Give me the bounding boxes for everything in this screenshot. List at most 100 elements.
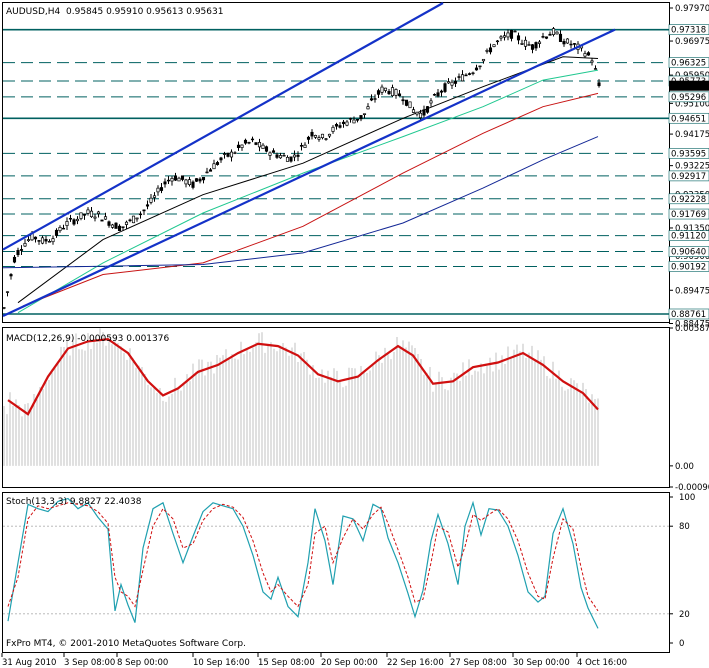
candle-body — [303, 144, 307, 148]
candle-body — [394, 89, 398, 96]
candle-body — [418, 112, 423, 118]
candle-body — [79, 212, 83, 219]
level-tag-label: 0.96325 — [671, 59, 706, 69]
candle-body — [432, 94, 437, 96]
moving-average-line — [22, 92, 599, 307]
candle-body — [51, 238, 55, 243]
level-tag — [668, 170, 709, 182]
candle-body — [492, 44, 496, 47]
candle-body — [68, 218, 73, 220]
candle-body — [474, 67, 479, 71]
candle-body — [72, 219, 76, 225]
last-price-label: 0.95631 — [671, 82, 706, 92]
candle-body — [488, 47, 493, 53]
candle-body — [159, 187, 164, 191]
candle-body — [362, 113, 367, 115]
candle-body — [89, 210, 94, 218]
candle-body — [499, 36, 503, 39]
level-tag — [668, 24, 709, 35]
candle-body — [415, 111, 419, 115]
candle-body — [257, 142, 262, 148]
candle-body — [198, 178, 202, 182]
stoch-axis: 100 80 20 0 — [669, 493, 695, 649]
candle-body — [513, 30, 517, 33]
last-price-tag — [669, 80, 709, 91]
price-tick-label: 0.93225 — [675, 162, 709, 172]
candle-body — [366, 106, 370, 110]
candle-body — [345, 121, 349, 126]
candle-body — [572, 43, 577, 45]
time-tick-label: 3 Sep 08:00 — [64, 658, 115, 668]
level-tag-label: 0.97318 — [671, 26, 706, 36]
candle-body — [520, 43, 524, 45]
candle-body — [191, 181, 195, 188]
candle-body — [282, 154, 286, 157]
candle-body — [586, 52, 591, 56]
candle-body — [523, 39, 528, 47]
macd-axis: 0.005871 0.00 -0.000900 — [669, 324, 709, 493]
candle-body — [593, 68, 598, 70]
level-tag — [668, 261, 709, 272]
candle-body — [114, 222, 118, 229]
candle-body — [271, 150, 276, 153]
candle-body — [250, 138, 255, 141]
candle-body — [54, 229, 59, 236]
time-tick-label: 27 Sep 08:00 — [450, 658, 507, 668]
candle-body — [152, 195, 157, 198]
level-tag — [668, 91, 709, 103]
candle-body — [509, 29, 514, 39]
candle-body — [9, 274, 13, 277]
candle-body — [289, 156, 293, 162]
macd-signal-line — [7, 337, 599, 416]
candle-body — [124, 221, 129, 225]
candle-body — [208, 169, 213, 172]
candle-body — [233, 152, 237, 154]
candle-body — [569, 43, 573, 46]
ohlc-label: 0.95845 0.95910 0.95613 0.95631 — [66, 7, 223, 17]
level-tag-label: 0.93595 — [671, 149, 706, 159]
candle-body — [180, 175, 185, 180]
candle-body — [527, 44, 531, 46]
level-tag-label: 0.91769 — [671, 210, 706, 220]
candle-body — [166, 179, 171, 182]
candle-body — [163, 181, 167, 185]
candle-body — [292, 154, 297, 158]
candle-body — [478, 65, 482, 68]
time-tick-label: 15 Sep 08:00 — [258, 658, 315, 668]
candle-body — [338, 125, 342, 128]
candle-body — [229, 151, 234, 158]
candle-body — [446, 81, 451, 84]
stoch-lines — [7, 497, 599, 629]
candle-body — [352, 119, 356, 124]
candle-body — [397, 93, 402, 97]
candle-body — [341, 121, 346, 125]
candle-body — [149, 197, 153, 203]
candle-body — [264, 146, 269, 152]
candle-body — [86, 209, 90, 214]
candle-body — [170, 178, 174, 182]
candle-body — [58, 227, 62, 232]
time-tick-label: 30 Sep 00:00 — [513, 658, 570, 668]
candle-body — [502, 35, 507, 38]
candle-body — [205, 171, 209, 174]
level-labels: 0.973180.963250.957730.952960.946510.935… — [668, 24, 709, 320]
candle-body — [565, 38, 570, 44]
candle-body — [194, 178, 199, 182]
candle-body — [537, 41, 542, 44]
candle-body — [376, 90, 381, 95]
level-tag-label: 0.90640 — [671, 248, 706, 258]
candle-body — [173, 175, 178, 181]
candle-body — [201, 177, 206, 181]
candle-body — [551, 28, 556, 35]
level-tag-label: 0.92228 — [671, 195, 706, 205]
candle-body — [65, 221, 69, 226]
stoch-tick-label: 100 — [679, 493, 695, 503]
candle-body — [348, 118, 353, 120]
candle-body — [355, 118, 360, 121]
candle-body — [156, 187, 160, 193]
level-tag-label: 0.94651 — [671, 114, 706, 124]
candle-body — [408, 101, 412, 109]
candle-body — [460, 74, 465, 82]
candle-body — [516, 35, 521, 41]
level-tag — [668, 308, 709, 320]
